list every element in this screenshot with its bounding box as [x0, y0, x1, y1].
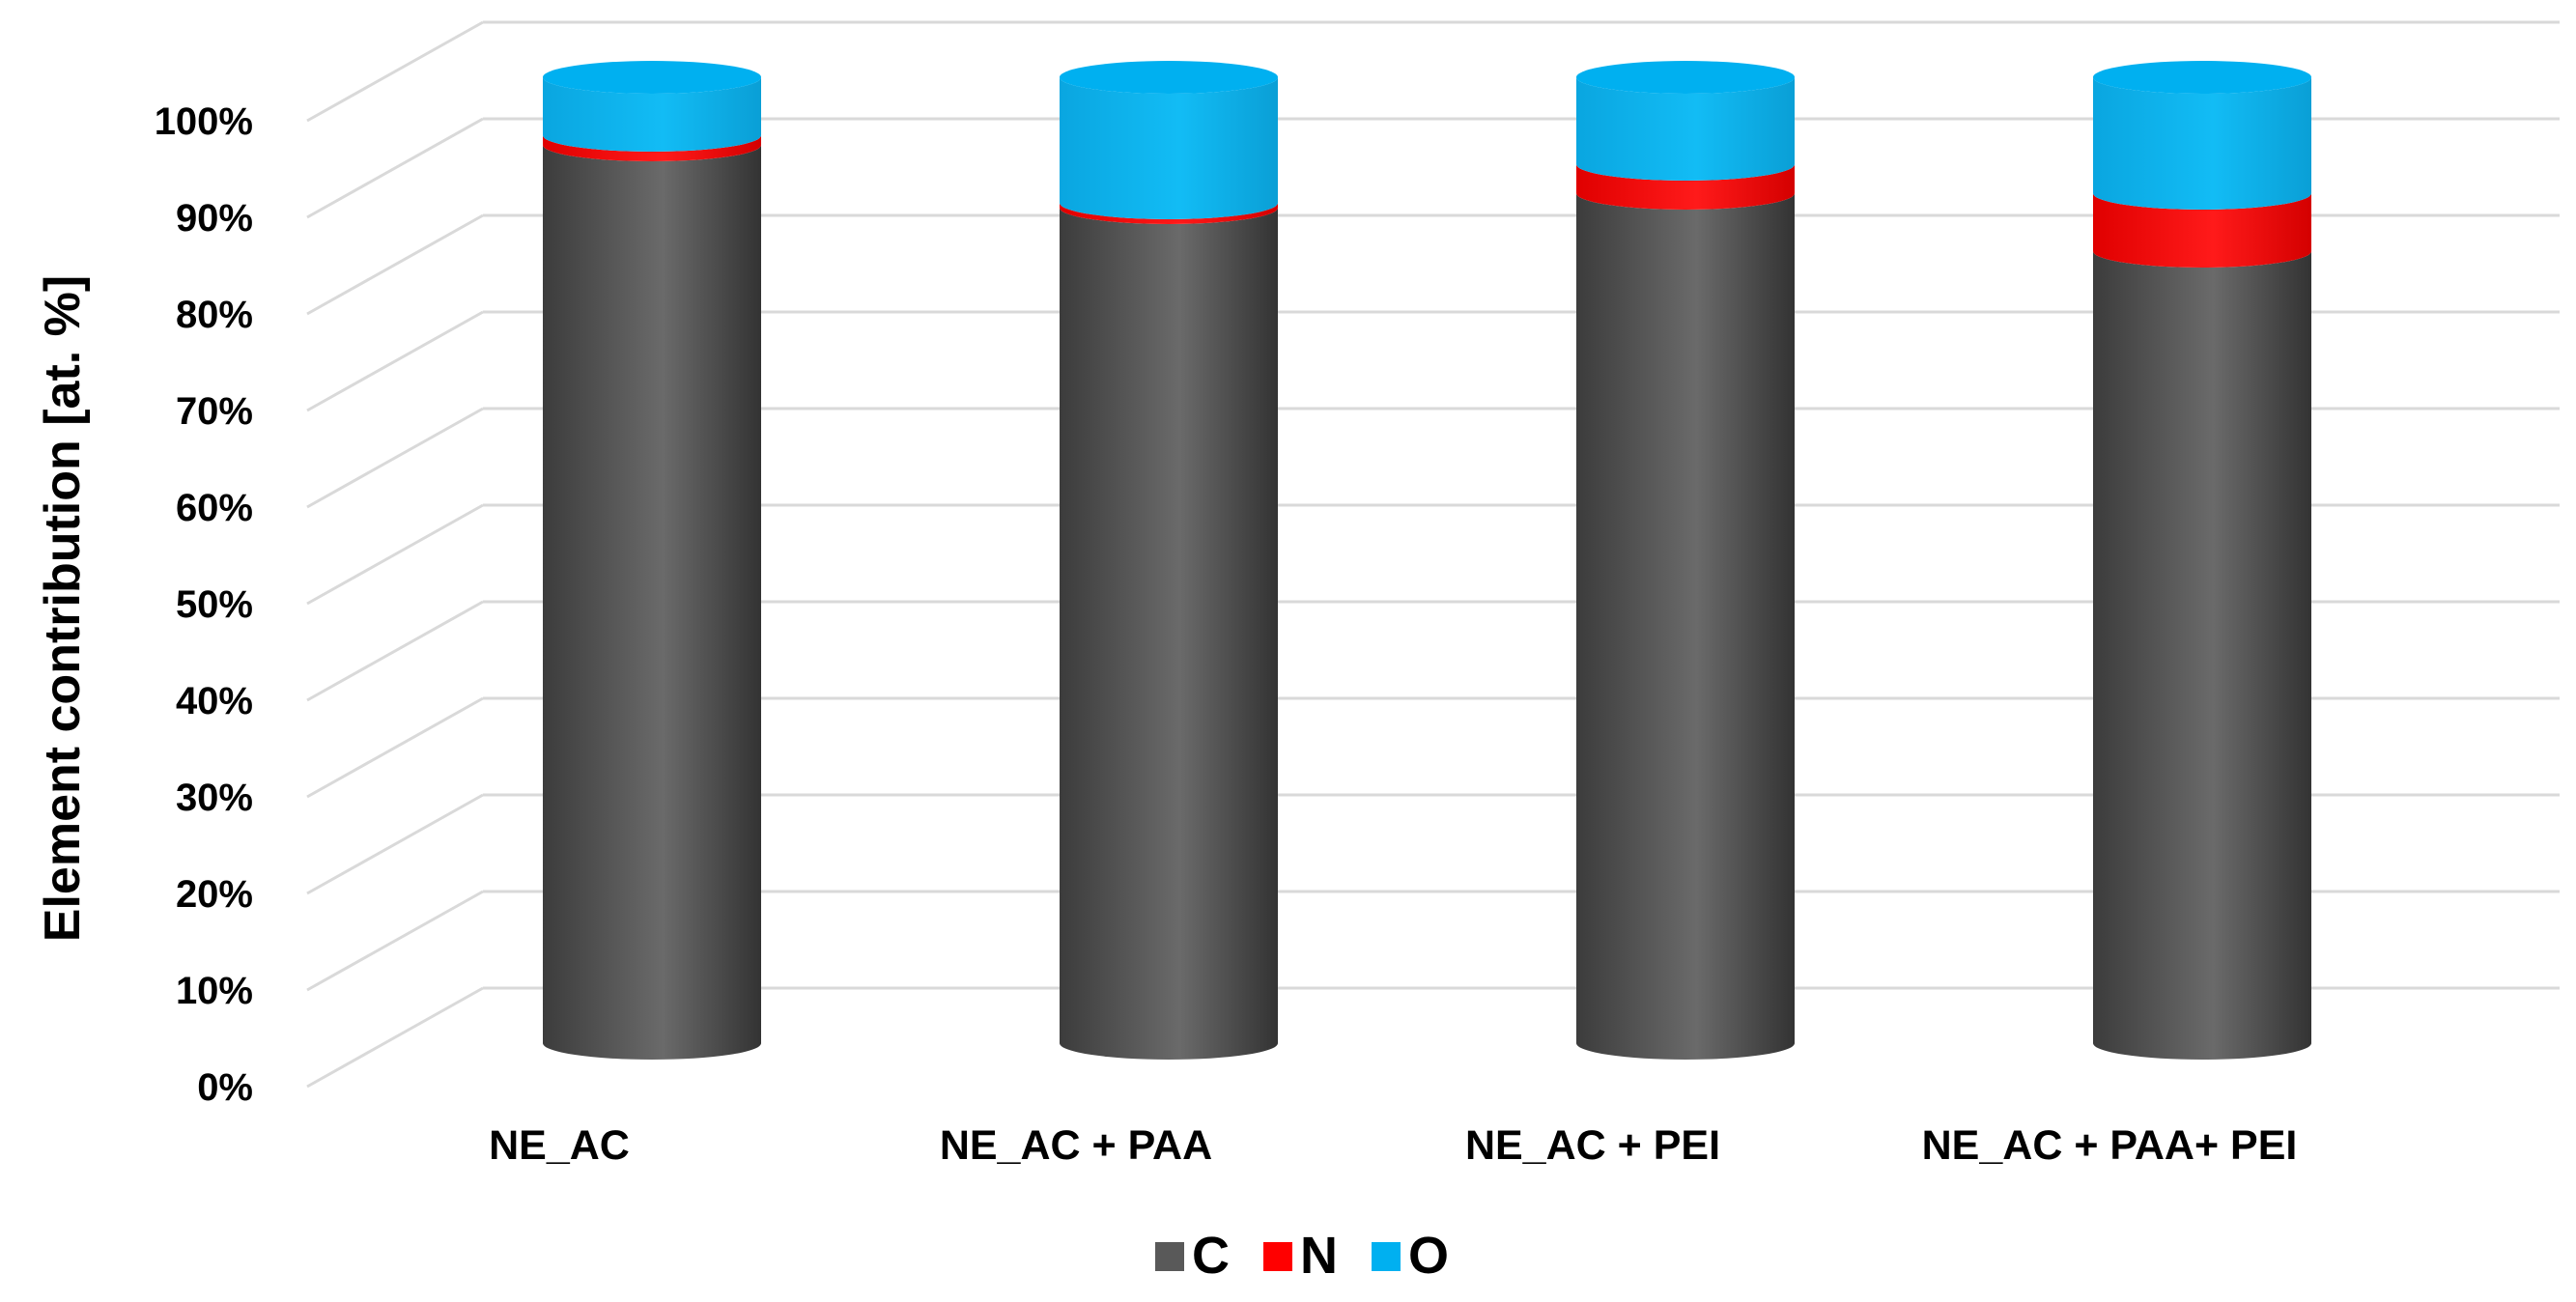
- gridline-depth: [306, 213, 484, 316]
- bar-segment-C: [2093, 251, 2311, 1060]
- y-tick-label: 30%: [176, 777, 253, 819]
- y-tick-label: 90%: [176, 197, 253, 240]
- gridline-depth: [306, 890, 484, 992]
- bar-top-cap: [2093, 61, 2311, 94]
- legend-label: N: [1300, 1227, 1338, 1285]
- x-category-label: NE_AC + PEI: [1465, 1122, 1720, 1169]
- bars: [543, 61, 2311, 1060]
- bar-segment-O: [1060, 77, 1278, 219]
- y-axis-ticks: 0% 10% 20% 30% 40% 50% 60% 70% 80% 90% 100%: [155, 100, 253, 1109]
- y-tick-label: 100%: [155, 100, 253, 143]
- bar-segment-O: [1576, 77, 1795, 181]
- y-tick-label: 60%: [176, 487, 253, 529]
- legend-item: N: [1263, 1227, 1338, 1285]
- bar-segment-C: [1576, 193, 1795, 1060]
- y-tick-label: 80%: [176, 294, 253, 336]
- y-axis-title: Element contribution [at. %]: [35, 275, 91, 942]
- gridline-depth: [306, 117, 484, 219]
- bar-stack: [1060, 61, 1278, 1060]
- bar-segment-N: [1576, 164, 1795, 210]
- bar-segment-N: [1060, 203, 1278, 224]
- bar-top-cap: [1060, 61, 1278, 94]
- x-axis-categories: NE_AC NE_AC + PAA NE_AC + PEI NE_AC + PAA+ …: [489, 1122, 2297, 1169]
- x-category-label: NE_AC + PAA+ PEI: [1922, 1122, 2298, 1169]
- legend-item: C: [1155, 1227, 1230, 1285]
- bar-top-cap: [1576, 61, 1795, 94]
- bar-stack: [1576, 61, 1795, 1060]
- gridline-depth: [306, 986, 484, 1089]
- bar-segment-O: [2093, 77, 2311, 210]
- bar-segment-C: [1060, 208, 1278, 1060]
- legend-swatch: [1372, 1242, 1401, 1271]
- bar-segment-O: [543, 77, 761, 152]
- gridline-depth: [306, 793, 484, 895]
- legend-label: C: [1192, 1227, 1230, 1285]
- bar-stack: [2093, 61, 2311, 1060]
- y-tick-label: 40%: [176, 680, 253, 722]
- legend-item: O: [1372, 1227, 1449, 1285]
- bar-stack: [543, 61, 761, 1060]
- y-tick-label: 10%: [176, 970, 253, 1012]
- y-tick-label: 0%: [197, 1066, 253, 1109]
- gridline-depth: [306, 20, 484, 123]
- gridline-depth: [306, 503, 484, 606]
- legend-swatch: [1263, 1242, 1292, 1271]
- x-category-label: NE_AC + PAA: [940, 1122, 1212, 1169]
- gridline-depth: [306, 310, 484, 412]
- bar-segment-N: [2093, 193, 2311, 268]
- gridline-depth: [306, 696, 484, 799]
- bar-segment-N: [543, 135, 761, 161]
- legend-swatch: [1155, 1242, 1184, 1271]
- legend-label: O: [1408, 1227, 1449, 1285]
- bar-segment-C: [543, 145, 761, 1060]
- gridline-depth: [306, 407, 484, 509]
- y-tick-label: 50%: [176, 583, 253, 626]
- x-category-label: NE_AC: [489, 1122, 630, 1169]
- gridline-depth: [306, 600, 484, 702]
- bar-top-cap: [543, 61, 761, 94]
- y-tick-label: 20%: [176, 873, 253, 916]
- y-tick-label: 70%: [176, 390, 253, 433]
